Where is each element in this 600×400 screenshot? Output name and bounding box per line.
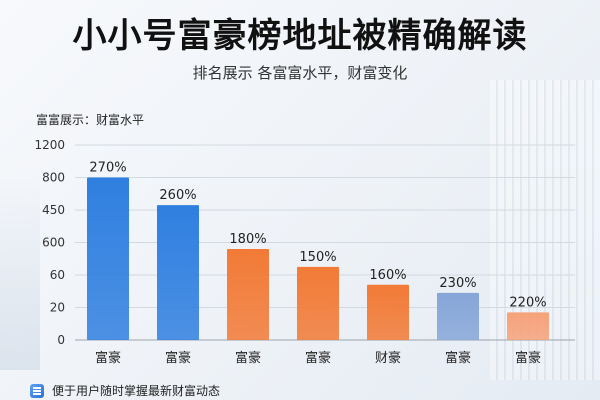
background-left-decoration — [0, 170, 40, 370]
y-tick-label: 1200 — [34, 138, 65, 152]
data-label: 270% — [89, 161, 126, 176]
y-tick-label: 60 — [50, 268, 65, 282]
bar — [367, 284, 409, 340]
x-tick-label: 财豪 — [375, 350, 401, 366]
chart-caption: 富富展示：财富水平 — [36, 113, 145, 127]
bar — [437, 292, 479, 340]
x-tick-label: 富豪 — [235, 350, 261, 366]
data-label: 220% — [509, 295, 546, 310]
data-label: 160% — [369, 268, 406, 283]
x-tick-label: 富豪 — [445, 350, 471, 366]
y-tick-label: 20 — [50, 301, 65, 315]
bar — [297, 266, 339, 340]
list-icon — [30, 383, 44, 398]
footer-text: 便于用户随时掌握最新财富动态 — [52, 384, 221, 398]
y-tick-label: 600 — [42, 236, 65, 250]
page-subtitle: 排名展示 各富富水平，财富变化 — [192, 64, 408, 82]
data-label: 180% — [229, 232, 266, 247]
x-tick-label: 富豪 — [95, 350, 121, 366]
y-tick-labels: 0 20 60 600 450 800 1200 — [34, 138, 65, 347]
x-tick-labels: 富豪 富豪 富豪 富豪 财豪 富豪 富豪 — [95, 350, 541, 366]
bar — [87, 177, 129, 340]
data-label: 260% — [159, 188, 196, 203]
bar — [227, 249, 269, 340]
data-label: 150% — [299, 250, 336, 265]
bar — [507, 312, 549, 340]
footer: 便于用户随时掌握最新财富动态 — [30, 382, 220, 399]
y-tick-label: 0 — [57, 333, 65, 347]
data-labels: 270% 260% 180% 150% 160% 230% 220% — [89, 161, 546, 311]
x-tick-label: 富豪 — [515, 350, 541, 366]
x-tick-label: 富豪 — [305, 350, 331, 366]
x-tick-label: 富豪 — [165, 350, 191, 366]
y-tick-label: 800 — [42, 171, 65, 185]
bar — [157, 205, 199, 340]
bars — [87, 177, 549, 340]
y-tick-label: 450 — [42, 203, 65, 217]
data-label: 230% — [439, 276, 476, 291]
page-title: 小小号富豪榜地址被精确解读 — [72, 16, 528, 56]
